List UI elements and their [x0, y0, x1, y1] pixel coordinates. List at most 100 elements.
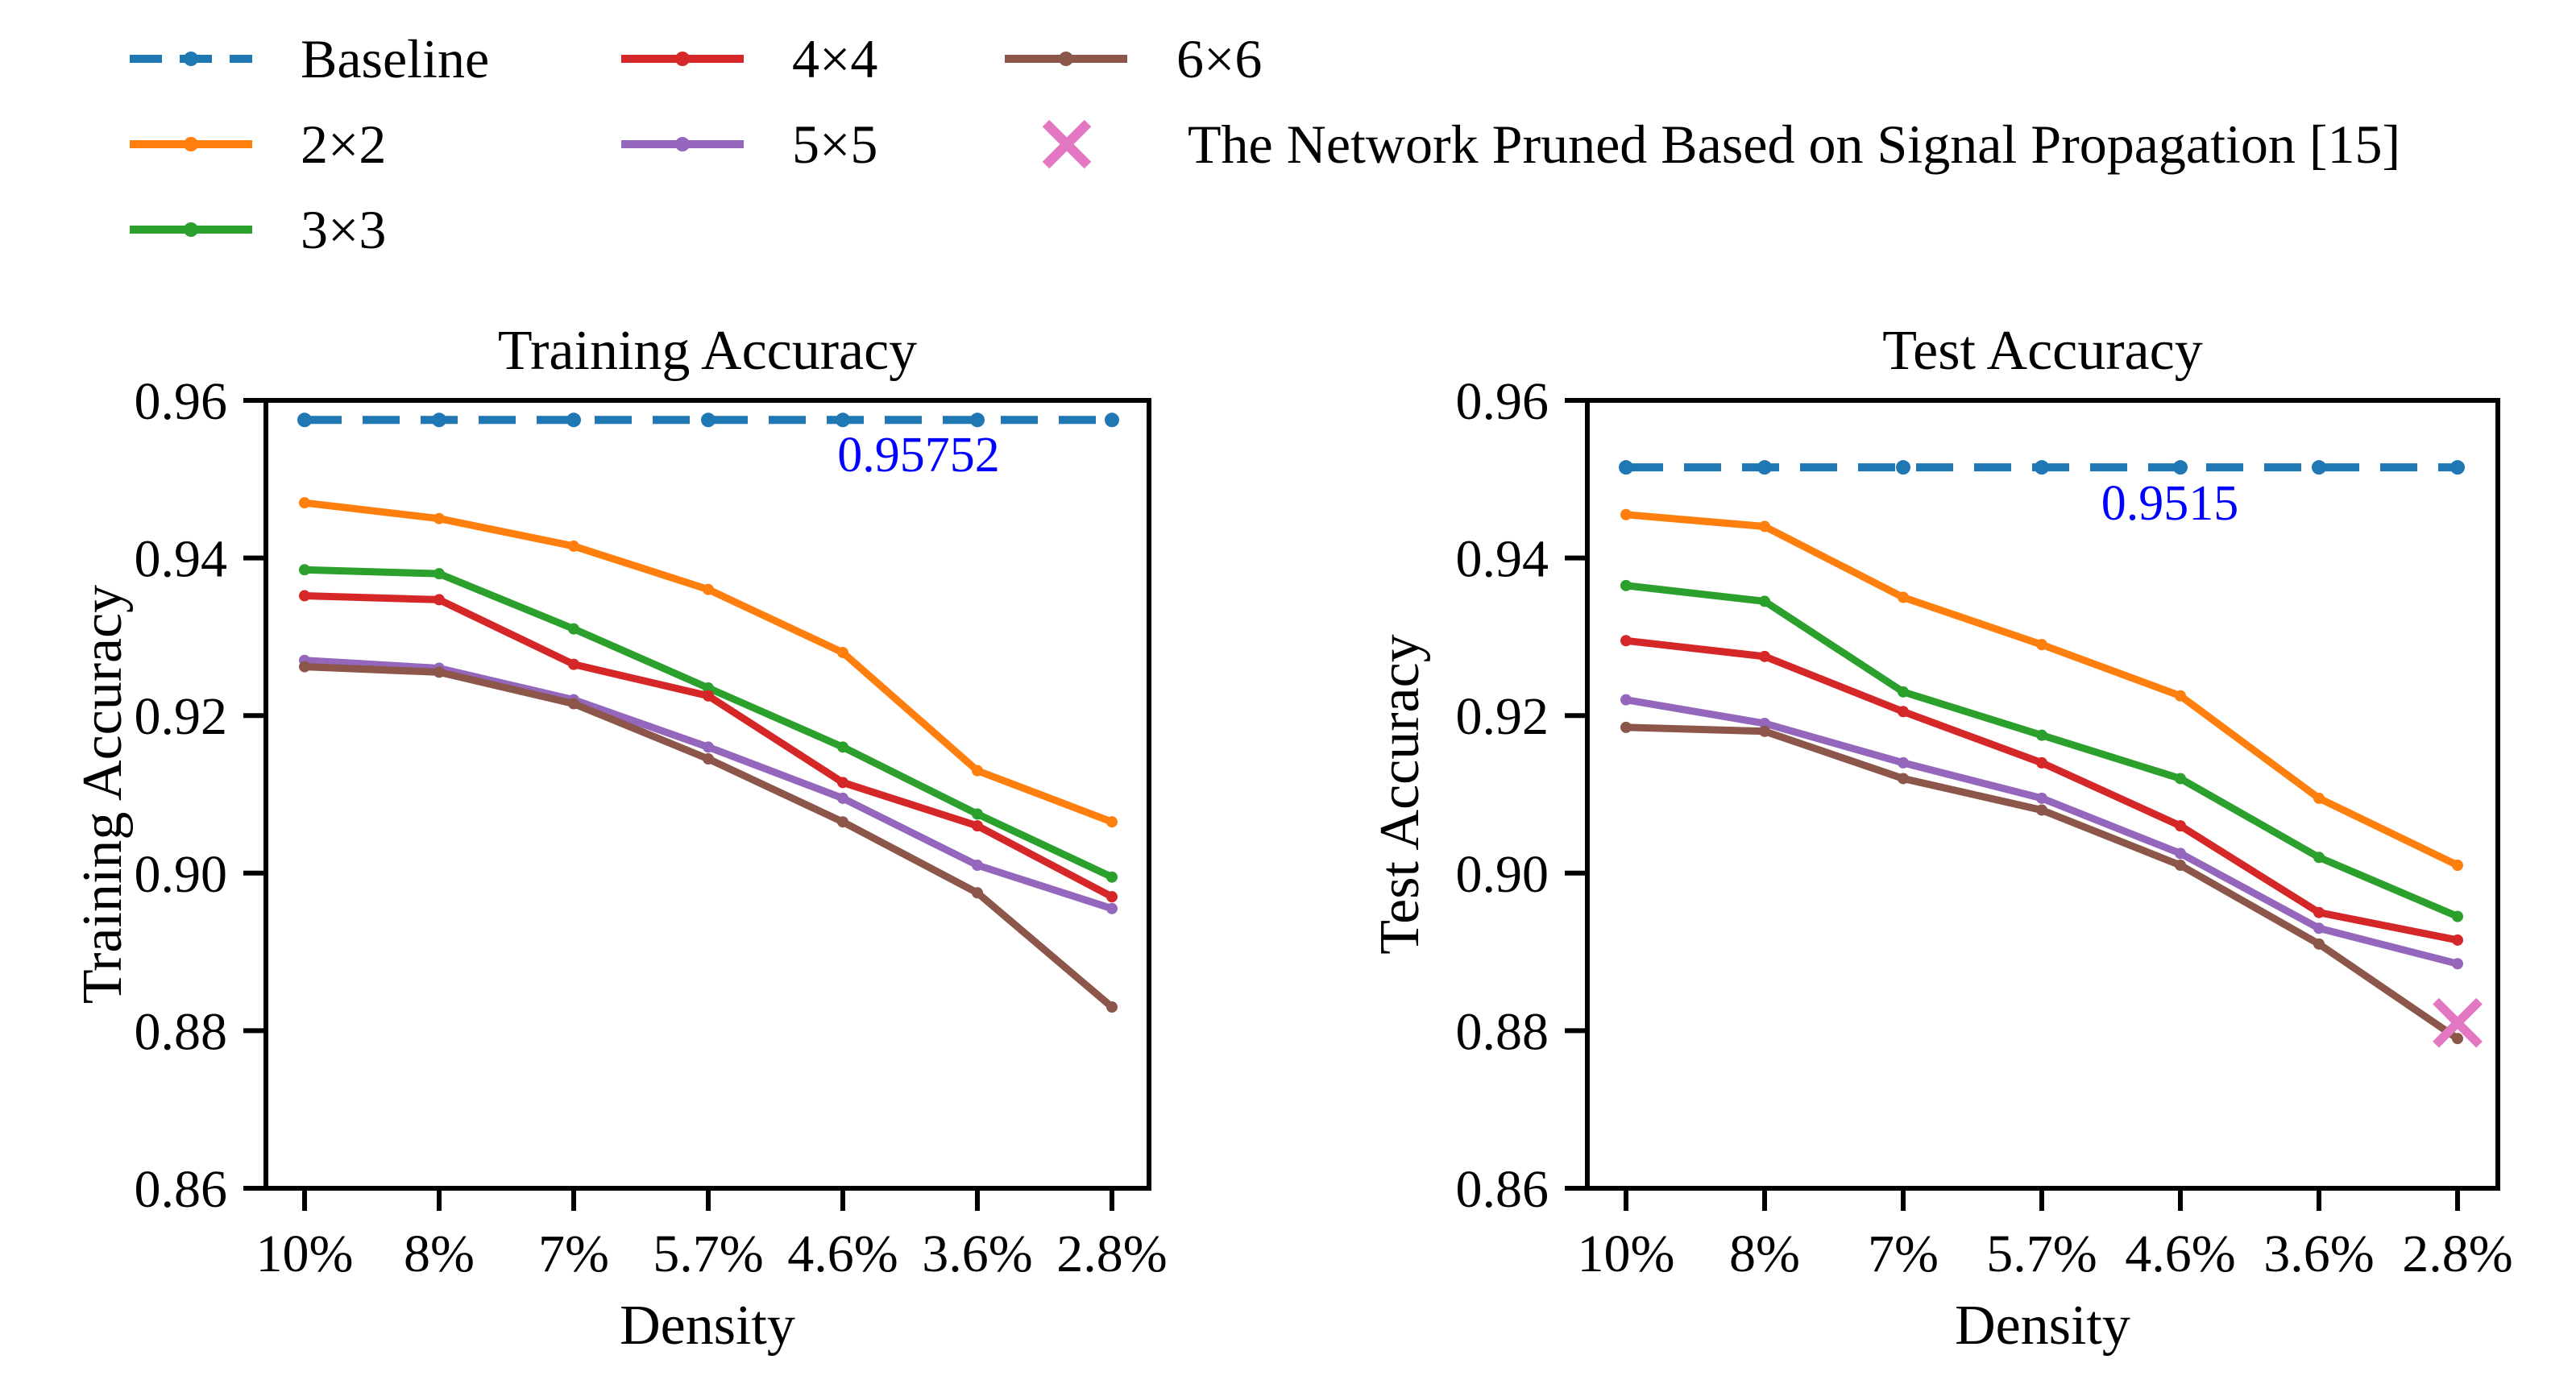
series-marker	[2313, 938, 2325, 950]
baseline-marker	[297, 412, 312, 428]
y-axis-tick-label: 0.86	[135, 1160, 228, 1219]
baseline-value-annotation: 0.9515	[2101, 476, 2239, 531]
series-marker	[2036, 729, 2047, 741]
baseline-marker	[1105, 412, 1119, 428]
legend-label-2x2: 2×2	[301, 113, 387, 175]
x-axis-tick-label: 4.6%	[787, 1225, 898, 1283]
x-axis-tick-label: 3.6%	[922, 1225, 1032, 1283]
x-axis-tick-label: 7%	[1868, 1225, 1939, 1283]
series-marker	[1759, 717, 1770, 729]
series-marker	[2175, 773, 2186, 785]
series-marker	[568, 540, 579, 552]
series-marker	[2452, 910, 2463, 922]
series-marker	[1620, 508, 1632, 520]
legend-item-baseline: Baseline	[127, 19, 489, 99]
x-axis-tick-label: 2.8%	[2402, 1225, 2512, 1283]
series-marker	[2452, 860, 2463, 872]
series-marker	[2175, 690, 2186, 702]
series-marker	[2036, 639, 2047, 651]
series-marker	[972, 765, 983, 777]
series-marker	[1620, 579, 1632, 591]
y-axis-tick-label: 0.94	[1456, 530, 1549, 589]
baseline-marker	[432, 412, 446, 428]
series-marker	[299, 590, 310, 602]
series-marker	[1898, 773, 1909, 785]
legend-label-5x5: 5×5	[792, 113, 878, 175]
y-axis-label: Training Accuracy	[72, 585, 134, 1004]
x-axis-tick-label: 8%	[404, 1225, 475, 1283]
series-marker	[433, 568, 445, 580]
legend-item-2x2: 2×2	[127, 104, 386, 184]
legend-item-5x5: 5×5	[618, 104, 877, 184]
solid-line-icon	[130, 137, 252, 151]
series-marker	[1106, 816, 1118, 828]
series-marker	[433, 594, 445, 606]
pruned-network-x-marker	[2433, 997, 2483, 1048]
x-marker-icon	[1042, 119, 1092, 169]
y-axis-tick-label: 0.86	[1456, 1160, 1549, 1219]
x-axis-tick-label: 5.7%	[1986, 1225, 2097, 1283]
y-axis-tick-label: 0.96	[135, 372, 228, 431]
y-axis-tick-label: 0.92	[1456, 687, 1549, 746]
series-marker	[837, 777, 848, 789]
series-marker	[2313, 852, 2325, 864]
series-marker	[299, 497, 310, 509]
x-axis-tick-label: 3.6%	[2263, 1225, 2374, 1283]
baseline-marker	[566, 412, 581, 428]
x-axis-label: Density	[620, 1295, 795, 1357]
series-marker	[703, 682, 714, 694]
baseline-marker	[970, 412, 985, 428]
x-axis-tick-label: 2.8%	[1056, 1225, 1167, 1283]
series-marker	[2313, 922, 2325, 935]
series-marker	[1759, 650, 1770, 662]
series-marker	[433, 512, 445, 524]
training-accuracy-chart: 0.96 0.94 0.92 0.90 0.88 0.86 10% 8% 7% 5.7% 4.6% 3…	[72, 320, 1168, 1357]
baseline-marker	[2173, 460, 2188, 475]
solid-line-icon	[621, 137, 744, 151]
axes-frame	[263, 398, 1151, 1191]
solid-line-icon	[621, 52, 744, 66]
series-marker	[299, 564, 310, 576]
x-axis-label: Density	[1955, 1295, 2130, 1357]
x-axis-tick-label: 7%	[538, 1225, 609, 1283]
baseline-marker	[701, 412, 716, 428]
series-marker	[1106, 1001, 1118, 1013]
series-marker	[2313, 792, 2325, 804]
y-axis-tick-label: 0.90	[1456, 845, 1549, 904]
x-axis-tick-label: 4.6%	[2125, 1225, 2235, 1283]
baseline-value-annotation: 0.95752	[837, 428, 1000, 483]
test-accuracy-chart: 0.96 0.94 0.92 0.90 0.88 0.86 10% 8% 7% 5.7% 4.6% 3…	[1369, 320, 2513, 1357]
series-line-6x6	[1622, 723, 2462, 1042]
series-marker	[1620, 721, 1632, 733]
series-marker	[568, 658, 579, 670]
x-axis-tick-label: 10%	[256, 1225, 354, 1283]
y-axis-tick-label: 0.92	[135, 687, 228, 746]
y-axis-tick-label: 0.88	[135, 1002, 228, 1061]
x-axis-tick-label: 8%	[1729, 1225, 1800, 1283]
series-marker	[2175, 847, 2186, 860]
series-marker	[2452, 934, 2463, 946]
series-marker	[1898, 686, 1909, 698]
series-marker	[1898, 756, 1909, 769]
legend-label-4x4: 4×4	[792, 27, 878, 89]
series-marker	[972, 887, 983, 899]
series-marker	[1620, 694, 1632, 706]
y-axis-label: Test Accuracy	[1369, 634, 1431, 954]
series-marker	[1106, 871, 1118, 883]
series-marker	[703, 741, 714, 753]
legend-item-6x6: 6×6	[1002, 19, 1262, 99]
series-marker	[2313, 906, 2325, 918]
legend-item-3x3: 3×3	[127, 189, 386, 270]
y-axis-tick-label: 0.90	[135, 845, 228, 904]
series-line-4x4	[1622, 636, 2462, 944]
series-marker	[2036, 792, 2047, 804]
series-marker	[703, 690, 714, 702]
series-marker	[2175, 860, 2186, 872]
series-marker	[1106, 902, 1118, 914]
legend-label-3x3: 3×3	[301, 198, 387, 260]
series-marker	[703, 752, 714, 765]
series-marker	[1759, 725, 1770, 737]
legend-label-baseline: Baseline	[301, 27, 490, 89]
series-marker	[972, 860, 983, 872]
